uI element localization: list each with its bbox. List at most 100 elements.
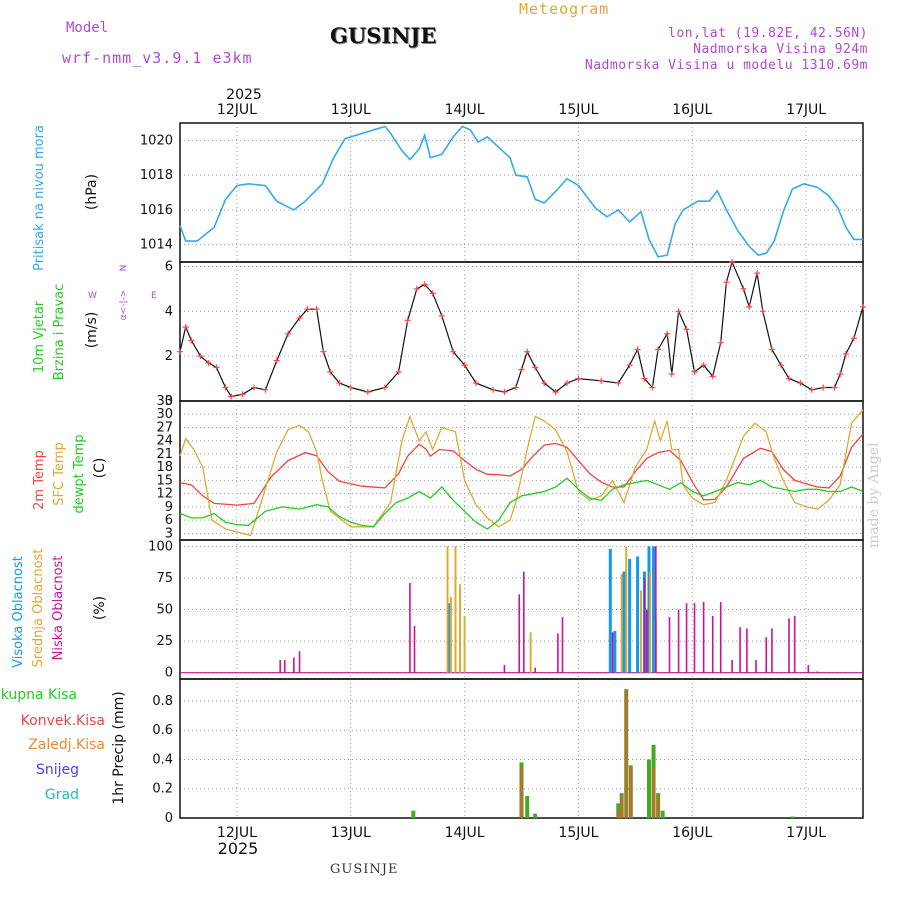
wind-point [768,346,775,353]
wind-point [541,380,548,387]
ytick-label: 0 [165,394,173,409]
wind-point [532,364,539,371]
cloud-bar [746,628,748,673]
wind-point [177,348,183,355]
wind-point [675,308,682,315]
ytick-label: 25 [156,634,173,649]
wind-point [786,375,793,382]
cloud-bar [793,615,796,673]
wind-point [404,317,411,324]
compass-e: E [151,291,157,301]
cloud-labels: Visoka Oblacnost Srednja Oblacnost Niska… [11,549,108,668]
cloud-bar [409,582,411,673]
xtick-bottom: 16JUL [672,825,712,841]
wind-point [598,377,605,384]
wind-point [778,362,785,369]
wind-point [664,330,671,337]
xtick-bottom: 15JUL [558,825,598,841]
precip-title-2: Konvek.Kisa [21,713,105,729]
station-title: GUSINJE [330,23,437,48]
cloud-bar [293,657,295,673]
cloud-bar [731,660,733,673]
wind-point [250,384,257,391]
compass-hint: α<-|-> [119,290,129,321]
wind-point [615,380,622,387]
temp-unit: (C) [92,458,108,479]
cloud-bar [447,603,451,673]
cloud-bar [279,660,281,673]
cloud-bar [518,594,521,673]
precip-bar [625,689,628,818]
panel-frame [179,122,864,263]
ytick-label: 30 [156,407,173,422]
cloud-title-3: Niska Oblacnost [51,556,66,661]
wind-unit: (m/s) [84,312,100,349]
cloud-bar [765,637,768,673]
pressure-line [179,125,863,258]
wind-point [364,389,371,396]
temp-line-1 [179,409,864,537]
xtick-top: 12JUL [217,102,257,118]
wind-point [461,362,468,369]
cloud-bar [463,615,466,673]
cloud-bar [608,548,612,673]
cloud-bar [628,558,632,673]
wind-point [262,386,269,393]
cloud-bar [677,609,680,673]
pressure-labels: Pritisak na nivou mora (hPa) [32,125,100,271]
wind-point [649,384,656,391]
wind-point [336,380,343,387]
xtick-bottom: 13JUL [331,825,371,841]
ytick-label: 50 [156,603,173,618]
wind-point [524,348,531,355]
cloud-bar [702,601,705,673]
panel-frame [179,261,864,402]
cloud-bar [643,577,646,673]
footer-station: GUSINJE [330,862,399,877]
cloud-bar [446,546,449,673]
precip-title-3: Zaledj.Kisa [28,737,105,753]
ytick-label: 0.4 [152,752,173,767]
wind-speed-line [179,260,864,398]
cloud-bar [649,571,652,673]
cloud-bar [625,546,628,673]
wind-labels: 10m Vjetar Brzina i Pravac (m/s) N α<-|-… [32,265,157,381]
temp-line-0 [179,433,864,506]
cloud-bar [685,603,688,673]
wind-point [709,373,716,380]
model-name: wrf-nmm_v3.9.1 e3km [62,49,253,67]
ytick-label: 0 [165,811,173,826]
ytick-label: 0.2 [152,782,173,797]
wind-point [683,326,690,333]
temp-title-1: 2m Temp [32,450,47,510]
cloud-bar [620,574,623,673]
wind-point [438,312,445,319]
wind-point [347,384,354,391]
wind-point [273,357,280,364]
wind-point [213,364,220,371]
compass-w: W [88,291,97,301]
wind-point [668,371,675,378]
precip-bar [525,796,530,818]
ytick-label: 3 [165,526,173,541]
tick-labels: 1014101610181020024636912151821242730330… [140,102,826,841]
wind-point [381,384,388,391]
wind-point [575,375,582,382]
wind-point [797,380,804,387]
cloud-bar [739,627,741,673]
ytick-label: 4 [165,304,173,319]
year-top: 2025 [226,87,262,103]
temp-title-3: dewpt Temp [72,434,87,513]
wind-point [472,380,479,387]
cloud-bar [503,665,506,673]
wind-point [552,389,559,396]
cloud-bar [755,660,757,673]
ytick-label: 33 [156,394,173,409]
wind-point [691,368,698,375]
precip-bar [657,796,660,818]
cloud-bar [647,546,651,673]
wind-point [512,384,519,391]
wind-point [850,335,857,342]
wind-point [655,346,662,353]
